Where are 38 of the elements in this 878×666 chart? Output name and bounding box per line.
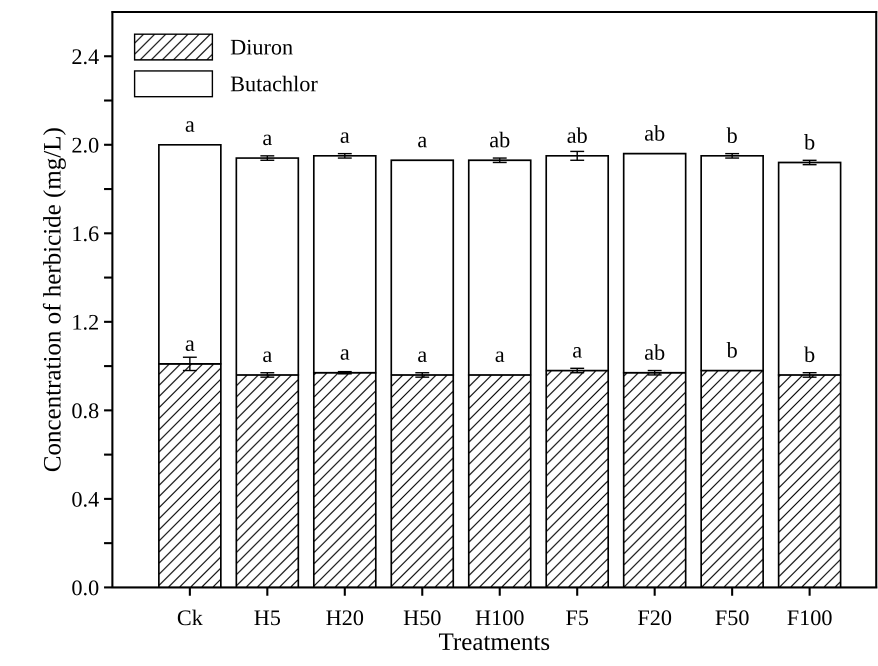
annotation: a (418, 136, 427, 148)
x-axis-title: Treatments (438, 634, 550, 650)
annotation: b (726, 342, 737, 358)
annotation: a (186, 340, 194, 352)
x-tick-label: H5 (254, 610, 280, 626)
x-tick-label: H100 (476, 610, 524, 626)
x-tick-label: F5 (566, 610, 588, 626)
annotation: ab (568, 127, 587, 143)
annotation: b (804, 346, 814, 362)
legend-label: Butachlor (230, 76, 318, 92)
y-tick-label: 2.4 (72, 49, 99, 64)
x-tick-label: H20 (326, 610, 364, 626)
y-axis-title: Concentration of herbicide (mg/L) (42, 128, 66, 472)
annotation: b (726, 127, 737, 143)
annotation: a (496, 351, 504, 362)
x-tick-label: Ck (178, 610, 203, 626)
y-tick-label: 0.4 (72, 492, 99, 507)
y-tick-label: 0.8 (72, 403, 98, 418)
annotation: a (263, 134, 272, 146)
y-tick-label: 2.0 (72, 138, 98, 153)
annotation: a (186, 121, 194, 132)
y-tick-label: 0.0 (72, 580, 98, 596)
annotation: a (340, 349, 350, 360)
annotation: a (573, 347, 582, 358)
x-tick-label: H50 (404, 610, 441, 626)
annotation: a (263, 351, 272, 362)
x-tick-label: F50 (716, 610, 749, 626)
x-tick-label: F100 (787, 610, 832, 626)
y-tick-label: 1.6 (73, 226, 99, 242)
annotation: a (418, 351, 427, 362)
annotation: ab (644, 125, 664, 141)
annotation: ab (644, 344, 664, 360)
x-tick-label: F20 (638, 610, 672, 626)
y-tick-label: 1.2 (73, 314, 98, 330)
legend-label: Diuron (230, 40, 293, 55)
annotation: b (804, 134, 814, 150)
annotation: a (340, 132, 350, 143)
annotation: ab (490, 132, 510, 148)
